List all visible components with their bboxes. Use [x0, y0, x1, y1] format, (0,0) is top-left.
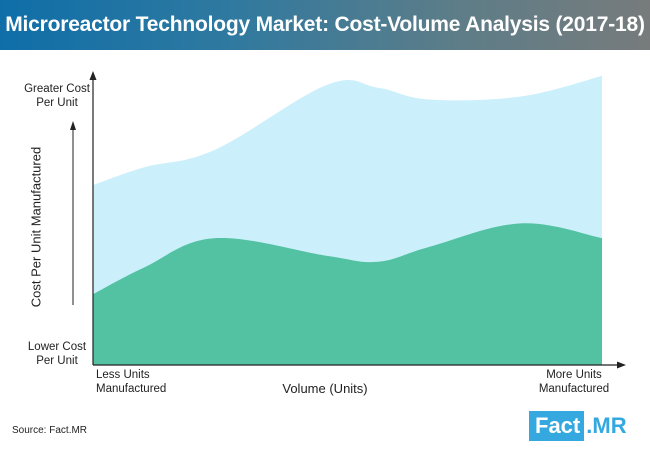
y-label-arrowhead [70, 121, 76, 130]
y-axis-title: Cost Per Unit Manufactured [28, 146, 44, 308]
header-banner [0, 0, 650, 50]
x-axis-arrowhead [617, 361, 626, 369]
more-units-annotation: More Units Manufactured [524, 368, 624, 396]
factmr-logo: Fact .MR [529, 411, 633, 441]
less-units-annotation: Less Units Manufactured [96, 368, 166, 396]
greater-cost-label: Greater Cost Per Unit [24, 83, 90, 109]
chart-title: Microreactor Technology Market: Cost-Vol… [5, 13, 645, 36]
lower-cost-annotation: Lower Cost Per Unit [22, 340, 92, 368]
lower-cost-label: Lower Cost Per Unit [27, 341, 87, 367]
source-note: Source: Fact.MR [12, 425, 88, 436]
less-units-label: Less Units Manufactured [96, 369, 167, 395]
more-units-label: More Units Manufactured [538, 369, 610, 395]
x-axis-title: Volume (Units) [282, 381, 368, 396]
logo-left-text: Fact [529, 411, 585, 441]
greater-cost-annotation: Greater Cost Per Unit [22, 82, 92, 110]
lower-band-area [93, 223, 602, 365]
y-axis-arrowhead [89, 71, 97, 80]
logo-right-text: .MR [584, 411, 633, 441]
